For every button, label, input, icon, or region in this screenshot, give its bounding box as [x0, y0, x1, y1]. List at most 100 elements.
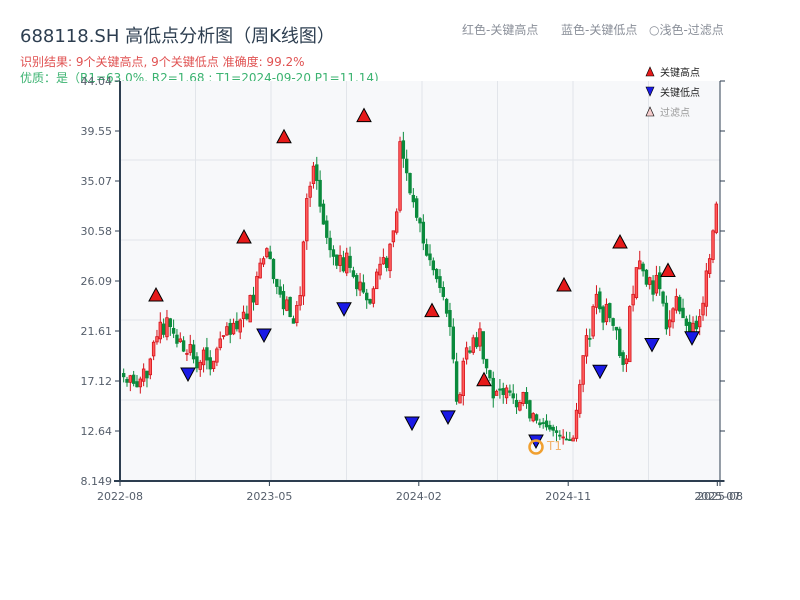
axes: 44.04 39.55 35.07 30.58 26.09 21.61 17.12 12.64… — [81, 75, 743, 503]
plot-area — [120, 81, 720, 481]
candle-down — [191, 344, 196, 360]
candle-down — [694, 320, 699, 330]
candle-down — [614, 326, 619, 331]
candle-up — [394, 211, 399, 233]
candle-down — [431, 260, 436, 271]
candle-down — [414, 198, 419, 218]
candle-down — [554, 430, 559, 433]
key-high-triangle-icon — [424, 302, 440, 318]
candle-down — [361, 282, 366, 293]
candle-up — [604, 303, 609, 323]
key-point-markers: T1 — [148, 107, 700, 455]
candle-down — [291, 318, 296, 324]
key-high-triangle-icon — [356, 107, 372, 123]
key-high-triangle-icon — [276, 128, 292, 144]
legend-label: 过滤点 — [660, 106, 690, 119]
candle-down — [275, 278, 279, 287]
candle-down — [318, 179, 322, 207]
t1-ring-icon — [528, 439, 544, 455]
candle-up — [211, 360, 216, 370]
candle-up — [148, 358, 153, 376]
candle-up — [561, 436, 565, 439]
candle-down — [618, 328, 622, 357]
candle-up — [711, 230, 715, 260]
key-high-triangle-icon — [556, 276, 572, 292]
top-legend-blue-lows: 蓝色-关键低点 — [561, 23, 638, 37]
candle-down — [524, 392, 529, 404]
legend-filtered-icon — [645, 106, 655, 117]
candle-up — [638, 260, 642, 270]
legend-low-icon — [645, 86, 655, 97]
candle-down — [544, 420, 549, 428]
t1-label: T1 — [546, 439, 562, 453]
candle-down — [411, 194, 416, 203]
candle-down — [181, 340, 186, 352]
x-tick-label: 2024-11 — [545, 490, 591, 503]
candle-down — [548, 424, 552, 430]
candle-up — [188, 344, 192, 353]
candle-down — [161, 323, 166, 335]
candle-down — [468, 350, 472, 353]
y-tick-label: 17.12 — [81, 375, 113, 388]
candle-down — [424, 244, 429, 256]
key-low-triangle-icon — [592, 364, 608, 380]
candle-down — [365, 292, 369, 301]
candle-up — [398, 141, 402, 211]
candle-up — [714, 203, 719, 233]
candle-down — [538, 422, 542, 426]
candle-down — [418, 218, 422, 224]
candle-down — [278, 286, 282, 295]
candle-down — [385, 257, 389, 268]
candle-down — [268, 251, 272, 260]
candle-down — [205, 347, 209, 361]
candle-down — [328, 237, 332, 251]
candle-up — [574, 409, 579, 439]
candle-up — [704, 270, 709, 307]
key-low-triangle-icon — [336, 302, 352, 317]
candle-up — [295, 305, 299, 324]
key-low-triangle-icon — [440, 410, 456, 425]
candles — [121, 131, 719, 445]
candle-up — [218, 338, 222, 349]
candle-up — [225, 326, 229, 336]
key-low-triangle-icon — [180, 367, 196, 383]
candle-up — [358, 281, 362, 291]
candle-down — [421, 221, 426, 244]
candle-up — [301, 241, 306, 297]
candle-up — [375, 271, 379, 290]
key-high-triangle-icon — [476, 371, 492, 387]
candle-up — [198, 361, 202, 370]
candle-down — [331, 249, 336, 257]
candle-up — [458, 394, 462, 404]
candle-up — [378, 263, 382, 276]
candle-up — [185, 352, 189, 355]
candle-up — [265, 248, 269, 258]
candle-down — [131, 374, 136, 384]
candle-down — [501, 388, 505, 396]
y-tick-label: 26.09 — [81, 275, 113, 288]
legend-label: 关键低点 — [660, 86, 700, 99]
candle-down — [351, 270, 356, 277]
candle-up — [461, 360, 465, 397]
candle-down — [514, 399, 519, 408]
x-tick-label: 2025-08 — [697, 490, 743, 503]
candle-up — [151, 341, 156, 357]
candle-down — [251, 294, 256, 303]
key-low-triangle-icon — [644, 337, 660, 353]
candle-down — [448, 310, 452, 328]
key-low-triangle-icon — [684, 331, 700, 346]
candle-up — [305, 198, 309, 242]
candle-down — [348, 255, 352, 268]
candle-down — [534, 414, 539, 421]
candle-down — [228, 322, 232, 335]
candle-up — [478, 328, 482, 347]
candle-down — [661, 291, 665, 304]
candle-up — [634, 267, 639, 299]
candle-down — [408, 173, 412, 194]
x-tick-label: 2023-05 — [246, 490, 292, 503]
candle-up — [391, 230, 396, 243]
y-tick-label: 44.04 — [81, 75, 113, 88]
candle-down — [368, 299, 372, 304]
key-high-triangle-icon — [148, 286, 164, 302]
